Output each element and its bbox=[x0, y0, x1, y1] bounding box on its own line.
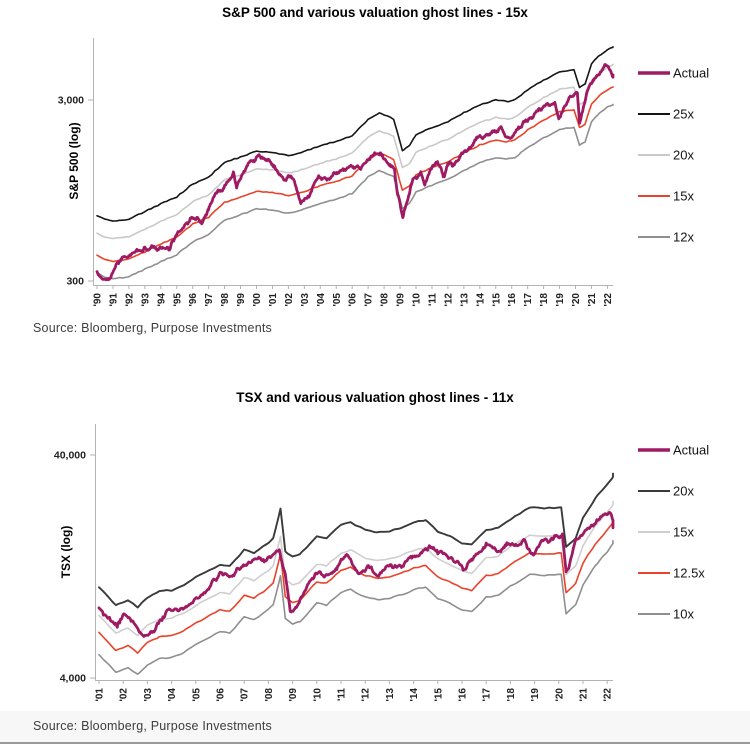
x-tick-label: '03 bbox=[300, 293, 311, 307]
legend-label: Actual bbox=[673, 443, 709, 458]
x-tick-label: '97 bbox=[204, 293, 215, 307]
legend-label: 12.5x bbox=[673, 566, 705, 581]
x-tick-label: '91 bbox=[108, 293, 119, 307]
x-tick-label: '06 bbox=[216, 688, 227, 702]
x-tick-label: '05 bbox=[191, 688, 202, 702]
chart1-source: Source: Bloomberg, Purpose Investments bbox=[33, 321, 272, 335]
x-tick-label: '03 bbox=[143, 688, 154, 702]
x-tick-label: '09 bbox=[288, 688, 299, 702]
series-line-25x bbox=[96, 45, 614, 222]
y-tick-label: 4,000 bbox=[60, 673, 86, 685]
x-tick-label: '19 bbox=[555, 293, 566, 307]
x-tick-label: '96 bbox=[188, 293, 199, 307]
x-tick-label: '14 bbox=[409, 688, 420, 702]
legend: Actual 25x 20x 15x 12x bbox=[638, 66, 709, 245]
chart-2: 40,000 4,000 '01 '02 '03 '04 '05 '06 '07 '08 '09 '1… bbox=[54, 424, 709, 702]
chart-1: 3,000 300 '90 '91 '92 '93 '94 '95 '96 '97 '98 '99 '0… bbox=[58, 38, 709, 307]
x-tick-label: '93 bbox=[140, 293, 151, 307]
x-tick-label: '20 bbox=[554, 688, 565, 702]
x-tick-label: '94 bbox=[156, 293, 167, 307]
y-tick-label: 3,000 bbox=[58, 95, 84, 107]
legend-label: 20x bbox=[673, 148, 694, 163]
x-tick-label: '12 bbox=[443, 293, 454, 307]
x-tick-label: '15 bbox=[433, 688, 444, 702]
series-line-actual bbox=[95, 63, 615, 282]
x-tick-label: '19 bbox=[530, 688, 541, 702]
x-tick-label: '98 bbox=[220, 293, 231, 307]
x-tick-label: '10 bbox=[412, 293, 423, 307]
x-tick-label: '90 bbox=[93, 293, 104, 307]
legend-label: 20x bbox=[673, 484, 694, 499]
legend-label: 15x bbox=[673, 525, 694, 540]
series-line-15x bbox=[98, 500, 614, 637]
x-tick-label: '02 bbox=[119, 688, 130, 702]
x-tick-label: '00 bbox=[252, 293, 263, 307]
x-tick-label: '04 bbox=[316, 293, 327, 307]
legend-label: 15x bbox=[673, 189, 694, 204]
chart1-y-axis-label: S&P 500 (log) bbox=[67, 122, 81, 200]
x-tick-label: '07 bbox=[240, 688, 251, 702]
legend-label: 25x bbox=[673, 107, 694, 122]
chart1-title: S&P 500 and various valuation ghost line… bbox=[222, 5, 528, 20]
x-tick-label: '95 bbox=[172, 293, 183, 307]
legend-label: Actual bbox=[673, 66, 709, 81]
x-tick-label: '02 bbox=[284, 293, 295, 307]
x-tick-label: '07 bbox=[364, 293, 375, 307]
chart2-title: TSX and various valuation ghost lines - … bbox=[236, 390, 514, 405]
x-tick-label: '05 bbox=[332, 293, 343, 307]
x-tick-label: '17 bbox=[523, 293, 534, 307]
x-tick-label: '18 bbox=[506, 688, 517, 702]
x-tick-label: '18 bbox=[539, 293, 550, 307]
chart2-y-axis-label: TSX (log) bbox=[59, 525, 73, 579]
y-tick-label: 300 bbox=[66, 276, 84, 288]
x-tick-label: '01 bbox=[268, 293, 279, 307]
x-tick-label: '11 bbox=[427, 293, 438, 306]
series-line-12.5x bbox=[98, 518, 614, 654]
y-tick-label: 40,000 bbox=[54, 450, 86, 462]
legend: Actual 20x 15x 12.5x 10x bbox=[638, 443, 709, 622]
series-line-actual bbox=[97, 511, 615, 638]
x-tick-label: '15 bbox=[491, 293, 502, 307]
x-tick-label: '09 bbox=[396, 293, 407, 307]
x-tick-label: '10 bbox=[312, 688, 323, 702]
x-tick-label: '08 bbox=[380, 293, 391, 307]
x-tick-label: '22 bbox=[603, 293, 614, 307]
x-tick-label: '99 bbox=[236, 293, 247, 307]
x-tick-label: '04 bbox=[167, 688, 178, 702]
x-tick-label: '22 bbox=[603, 688, 614, 702]
x-tick-label: '13 bbox=[459, 293, 470, 307]
x-tick-label: '21 bbox=[579, 688, 590, 702]
x-tick-label: '06 bbox=[348, 293, 359, 307]
x-tick-label: '16 bbox=[507, 293, 518, 307]
x-tick-label: '12 bbox=[361, 688, 372, 702]
x-tick-label: '13 bbox=[385, 688, 396, 702]
legend-label: 10x bbox=[673, 607, 694, 622]
series-line-12x bbox=[96, 103, 614, 280]
footer-band bbox=[0, 711, 750, 744]
x-tick-label: '21 bbox=[587, 293, 598, 307]
x-tick-label: '20 bbox=[571, 293, 582, 307]
series-line-10x bbox=[98, 539, 614, 676]
x-tick-label: '14 bbox=[475, 293, 486, 307]
x-tick-label: '16 bbox=[458, 688, 469, 702]
x-tick-label: '11 bbox=[337, 688, 348, 701]
legend-label: 12x bbox=[673, 230, 694, 245]
series-line-20x bbox=[96, 63, 614, 240]
chart2-source: Source: Bloomberg, Purpose Investments bbox=[33, 719, 272, 733]
x-tick-label: '01 bbox=[95, 688, 106, 702]
x-tick-label: '08 bbox=[264, 688, 275, 702]
x-tick-label: '92 bbox=[124, 293, 135, 307]
series-line-20x bbox=[98, 472, 614, 609]
x-tick-label: '17 bbox=[482, 688, 493, 702]
